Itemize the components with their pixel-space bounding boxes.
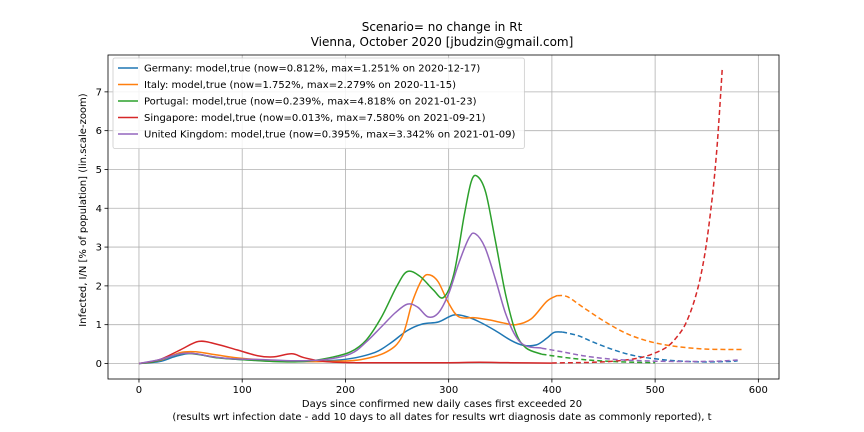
series-line-italy-model	[138, 273, 558, 365]
x-tick-label: 400	[542, 385, 561, 396]
ticks: 0 100 200 300 400 500 600 0 1 2 3 4 5 6 7	[96, 87, 768, 396]
plot-frame	[107, 54, 780, 380]
series-line-portugal-model	[138, 174, 542, 365]
legend: Germany: model,true (now=0.812%, max=1.2…	[112, 57, 525, 149]
y-tick-label: 6	[96, 126, 102, 137]
y-tick-label: 0	[96, 359, 102, 370]
legend-box	[112, 57, 525, 149]
y-tick-label: 5	[96, 165, 102, 176]
series-line-singapore-model	[138, 340, 552, 365]
y-tick-label: 4	[96, 204, 102, 215]
series-line-portugal-projection	[541, 353, 656, 364]
legend-entry: United Kingdom: model,true (now=0.395%, …	[144, 130, 515, 141]
y-tick-label: 7	[96, 87, 102, 98]
chart-title: Scenario= no change in Rt	[362, 20, 523, 34]
series-line-singapore-projection	[551, 69, 723, 364]
x-tick-label: 200	[336, 385, 355, 396]
x-tick-label: 0	[136, 385, 142, 396]
x-tick-label: 500	[646, 385, 665, 396]
y-tick-label: 3	[96, 243, 102, 254]
series-line-germany-projection	[562, 331, 738, 363]
x-axis-label-note: (results wrt infection date - add 10 day…	[172, 412, 711, 423]
legend-entry: Germany: model,true (now=0.812%, max=1.2…	[144, 64, 480, 75]
x-axis-label: Days since confirmed new daily cases fir…	[302, 399, 582, 410]
y-axis-label: Infected, I/N [% of population] (lin.sca…	[78, 93, 89, 326]
legend-entry: Portugal: model,true (now=0.239%, max=4.…	[144, 97, 477, 108]
x-tick-label: 300	[439, 385, 458, 396]
x-tick-label: 600	[749, 385, 768, 396]
y-tick-label: 2	[96, 281, 102, 292]
series-line-united-kingdom-model	[138, 232, 542, 365]
series-line-italy-projection	[557, 294, 743, 351]
x-tick-label: 100	[233, 385, 252, 396]
series-line-united-kingdom-projection	[541, 347, 738, 363]
y-tick-label: 1	[96, 320, 102, 331]
series-layer	[138, 69, 743, 365]
legend-entry: Singapore: model,true (now=0.013%, max=7…	[144, 113, 486, 124]
legend-entry: Italy: model,true (now=1.752%, max=2.279…	[144, 80, 456, 91]
chart-subtitle: Vienna, October 2020 [jbudzin@gmail.com]	[311, 35, 574, 49]
